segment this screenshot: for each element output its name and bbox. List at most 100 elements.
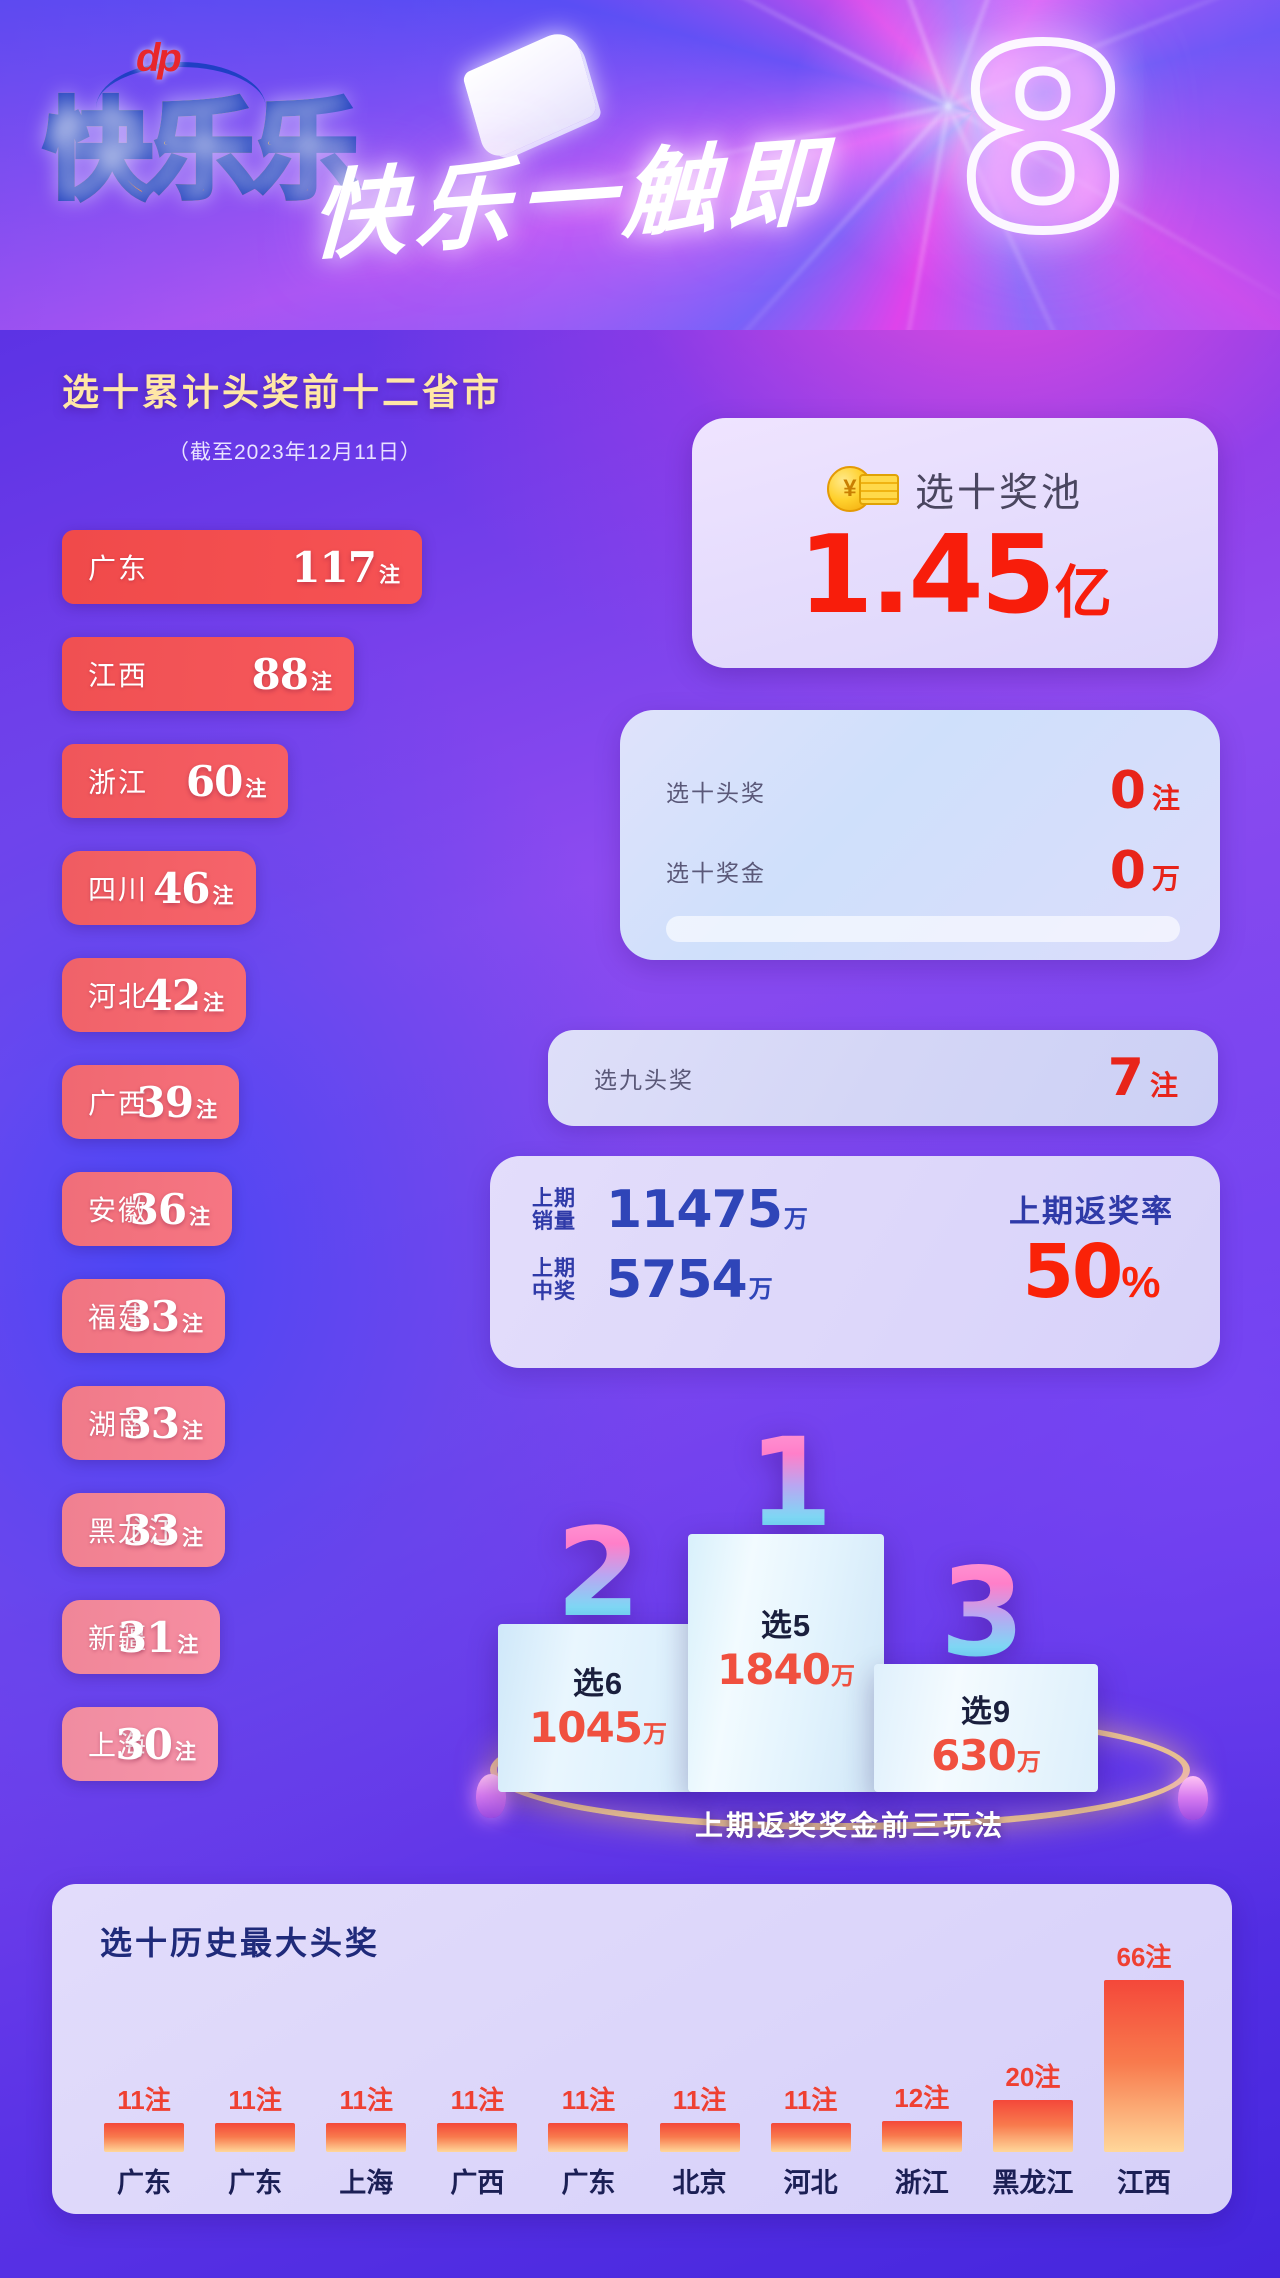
logo-arc — [96, 62, 266, 108]
province-name: 福建 — [88, 1302, 149, 1333]
province-bar-row: 安徽 36 注 — [62, 1172, 233, 1246]
province-count: 117 — [291, 542, 377, 592]
history-bar-column: 12注 — [874, 2078, 970, 2152]
history-bar-label: 11注 — [561, 2085, 616, 2116]
kuaile8-logo: dp 快乐乐 — [42, 36, 363, 217]
history-axis-label: 浙江 — [894, 2168, 949, 2198]
prize-pool-label: 选十奖池 — [914, 472, 1083, 515]
province-value: 31 注 — [118, 1613, 198, 1662]
province-value: 33 注 — [123, 1292, 203, 1341]
history-axis-label: 广东 — [228, 2168, 283, 2198]
history-bar — [548, 2123, 629, 2152]
history-bar-label: 11注 — [783, 2085, 838, 2116]
history-bar-label: 11注 — [672, 2085, 727, 2116]
province-unit: 注 — [245, 777, 267, 801]
stage-lamp-icon — [1178, 1776, 1208, 1820]
select-nine-unit: 注 — [1149, 1070, 1178, 1101]
podium-block-3: 选9 630 万 — [874, 1664, 1098, 1792]
select-nine-number: 7 — [1107, 1048, 1144, 1108]
sales-label: 上期 销量 — [532, 1187, 590, 1233]
podium-game-name: 选6 — [572, 1666, 624, 1701]
winnings-value: 5754 万 — [606, 1254, 773, 1306]
province-bar-row: 湖南 33 注 — [62, 1386, 226, 1460]
history-bar-label: 11注 — [339, 2085, 393, 2116]
welfare-lottery-icon: dp — [136, 36, 182, 80]
prize-pool-header: ¥ 选十奖池 — [692, 462, 1218, 518]
podium-rank-2: 2 — [556, 1502, 641, 1644]
return-rate-value: 50 % — [1009, 1235, 1174, 1309]
province-count: 42 — [143, 970, 201, 1020]
stat-unit: 注 — [1151, 783, 1180, 814]
province-count: 36 — [129, 1184, 187, 1234]
history-axis-label: 北京 — [672, 2168, 727, 2198]
history-bar — [881, 2120, 962, 2152]
winnings-label-line2: 中奖 — [532, 1280, 576, 1303]
province-count: 33 — [122, 1291, 180, 1341]
province-count: 33 — [122, 1505, 180, 1555]
province-value: 36 注 — [130, 1185, 210, 1234]
sales-label-line2: 销量 — [532, 1210, 576, 1233]
province-name: 四川 — [88, 874, 149, 905]
history-bar-column: 11注 — [540, 2080, 636, 2152]
prize-pool-number: 1.45 — [798, 513, 1055, 638]
stat-value: 0 万 — [1110, 845, 1180, 897]
podium-amount-unit: 万 — [830, 1663, 855, 1690]
select-nine-label: 选九头奖 — [594, 1067, 694, 1093]
province-name: 江西 — [88, 660, 149, 691]
winnings-label: 上期 中奖 — [532, 1257, 590, 1303]
history-axis-label: 上海 — [339, 2168, 394, 2198]
province-count: 60 — [185, 756, 243, 806]
big-eight-numeral: 8 — [952, 0, 1135, 286]
province-bar-chart: 广东 117 注江西 88 注浙江 60 注四川 46 注河北 42 注广西 39 注安徽 36 注福建 33… — [62, 530, 582, 1814]
podium-block-2-text: 选6 1045 万 — [498, 1658, 698, 1749]
history-jackpot-card: 选十历史最大头奖 11注 11注 11注 11注 11注 11注 11注 12注 20注 66注 … — [52, 1884, 1232, 2214]
province-value: 88 注 — [252, 650, 332, 699]
province-count: 31 — [117, 1612, 175, 1662]
podium-amount-unit: 万 — [1016, 1749, 1041, 1776]
province-unit: 注 — [196, 1098, 218, 1122]
podium-block-1-text: 选5 1840 万 — [688, 1600, 884, 1691]
top3-podium: 2 1 3 选6 1045 万 选5 1840 万 选9 — [470, 1390, 1230, 1841]
podium-block-2: 选6 1045 万 — [498, 1624, 698, 1792]
history-bar — [770, 2123, 851, 2152]
podium-amount: 630 万 — [874, 1735, 1098, 1777]
return-rate-number: 50 — [1022, 1229, 1123, 1315]
podium-block-1: 选5 1840 万 — [688, 1534, 884, 1792]
select-nine-jackpot-card: 选九头奖 7 注 — [548, 1030, 1218, 1126]
history-bar-label: 12注 — [894, 2082, 950, 2113]
progress-bar — [666, 916, 1180, 942]
podium-rank-1: 1 — [748, 1412, 833, 1554]
province-bar-row: 广东 117 注 — [62, 530, 422, 604]
podium-game-name: 选9 — [960, 1694, 1012, 1729]
sales-unit: 万 — [783, 1206, 808, 1233]
province-name: 新疆 — [88, 1623, 149, 1654]
history-bar-label: 11注 — [450, 2085, 505, 2116]
province-name: 浙江 — [88, 767, 149, 798]
coin-stack-icon: ¥ — [826, 464, 899, 516]
select-ten-stats-card: 选十头奖 0 注 选十奖金 0 万 — [620, 710, 1220, 960]
history-bar-label: 20注 — [1005, 2061, 1061, 2092]
sales-value: 11475 万 — [606, 1184, 808, 1236]
stat-row: 选十头奖 0 注 — [666, 765, 1180, 817]
logo-wordmark: 快乐乐 — [42, 64, 363, 220]
history-axis-label: 广西 — [450, 2168, 505, 2198]
history-bar-column: 66注 — [1096, 1937, 1192, 2152]
return-rate-unit: % — [1121, 1258, 1161, 1307]
return-rate-title: 上期返奖率 — [1009, 1194, 1174, 1229]
winnings-unit: 万 — [748, 1276, 773, 1303]
history-bar-column: 11注 — [763, 2080, 859, 2152]
stat-value: 0 注 — [1110, 765, 1180, 817]
province-bar-row: 新疆 31 注 — [62, 1600, 221, 1674]
sales-number: 11475 — [606, 1180, 783, 1240]
select-nine-value: 7 注 — [1108, 1052, 1178, 1104]
province-value: 33 注 — [123, 1399, 203, 1448]
stat-row: 选十奖金 0 万 — [666, 845, 1180, 897]
podium-amount-number: 1840 — [717, 1645, 831, 1694]
province-count: 46 — [153, 863, 210, 913]
province-unit: 注 — [182, 1312, 204, 1336]
province-unit: 注 — [182, 1526, 204, 1550]
province-bar-row: 河北 42 注 — [62, 958, 247, 1032]
history-bar — [326, 2123, 407, 2152]
history-axis-label: 广东 — [561, 2168, 616, 2198]
province-bar-row: 浙江 60 注 — [62, 744, 289, 818]
